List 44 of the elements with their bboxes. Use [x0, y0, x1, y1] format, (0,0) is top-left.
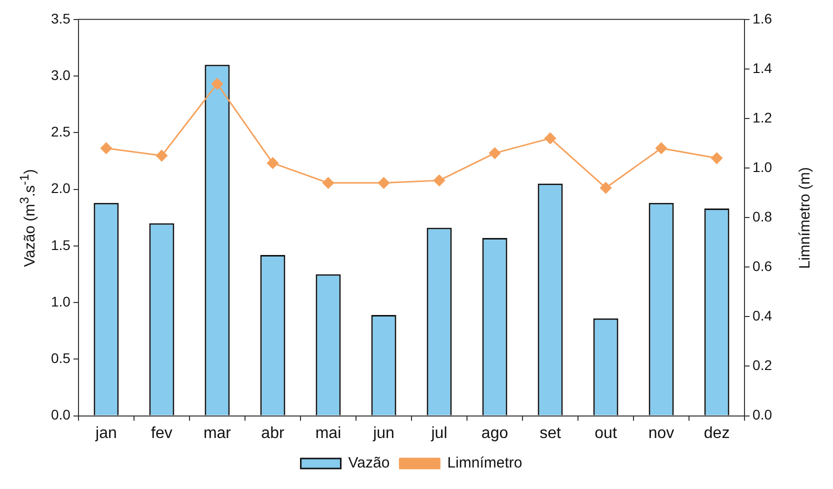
x-tick-label: jan [94, 424, 117, 442]
x-tick-label: dez [704, 424, 730, 442]
x-tick-label: mai [315, 424, 342, 442]
y2-tick-label: 0.0 [752, 406, 772, 423]
point [434, 174, 446, 186]
point [322, 177, 334, 189]
point [378, 177, 390, 189]
y-tick-label: 0.0 [50, 406, 71, 423]
point [656, 142, 668, 154]
y-tick-label: 3.5 [50, 10, 71, 26]
point [266, 157, 278, 169]
x-tick-label: jun [372, 424, 394, 442]
y2-tick-label: 0.6 [752, 258, 772, 274]
y2-tick-label: 0.8 [752, 208, 772, 224]
legend-label: Vazão [348, 454, 390, 472]
y-tick-label: 0.5 [50, 350, 71, 366]
point [544, 132, 556, 144]
x-tick-label: fev [151, 424, 172, 442]
legend-label: Limnímetro [447, 454, 522, 472]
point [489, 147, 501, 159]
y-tick-label: 2.0 [50, 180, 71, 196]
x-tick-label: abr [261, 424, 285, 442]
point [211, 78, 223, 90]
point [156, 150, 168, 162]
x-tick-label: ago [481, 424, 508, 442]
y2-tick-label: 1.0 [752, 158, 772, 175]
y2-tick-label: 0.2 [752, 357, 772, 374]
y-tick-label: 1.5 [50, 236, 71, 253]
point [100, 142, 112, 154]
x-tick-label: nov [648, 424, 674, 442]
y-tick-label: 2.5 [50, 124, 71, 140]
x-tick-label: jul [430, 424, 448, 442]
y2-tick-label: 1.2 [752, 109, 772, 126]
point [600, 182, 612, 194]
y2-tick-label: 1.6 [752, 10, 772, 26]
y-tick-label: 3.0 [50, 66, 71, 83]
y-tick-label: 1.0 [50, 293, 71, 310]
y2-tick-label: 0.4 [752, 308, 772, 324]
x-tick-label: out [594, 424, 618, 442]
y2-axis-title: Limnímetro (m) [796, 167, 814, 269]
y2-tick-label: 1.4 [752, 60, 772, 76]
point [711, 152, 723, 164]
x-tick-label: set [540, 424, 562, 442]
x-tick-label: mar [203, 424, 232, 442]
